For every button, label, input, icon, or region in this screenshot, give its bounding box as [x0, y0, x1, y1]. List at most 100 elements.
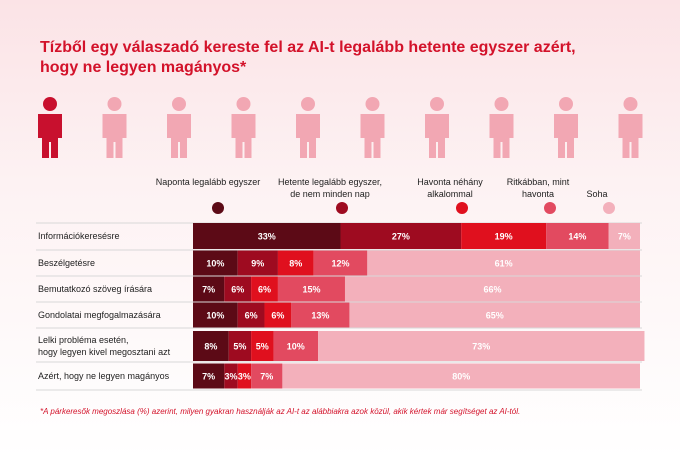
bar-segment	[251, 363, 283, 389]
legend-swatch	[336, 202, 348, 214]
value-label: 7%	[260, 371, 273, 381]
person-body	[167, 114, 191, 158]
bar-segment	[344, 276, 640, 302]
person-body	[38, 114, 62, 158]
bar-segment	[313, 250, 368, 276]
bar-segment	[291, 302, 350, 328]
legend-swatch	[456, 202, 468, 214]
bar-segment	[224, 276, 252, 302]
value-label: 9%	[251, 258, 264, 268]
category-label: Bemutatkozó szöveg írására	[38, 284, 153, 294]
category-label: Gondolatai megfogalmazására	[38, 310, 161, 320]
person-body	[489, 114, 514, 158]
value-label: 3%	[224, 371, 237, 381]
value-label: 6%	[245, 310, 258, 320]
bar-segment	[349, 302, 640, 328]
bar-segment	[237, 302, 265, 328]
bar-segment	[193, 250, 238, 276]
bar-segment	[193, 331, 229, 361]
bar-segment	[251, 276, 278, 302]
person-head	[494, 97, 509, 111]
legend-swatch	[544, 202, 556, 214]
value-label: 10%	[206, 258, 224, 268]
value-label: 27%	[392, 231, 410, 241]
person-body	[425, 114, 449, 158]
value-label: 19%	[495, 231, 513, 241]
bar-segment	[282, 363, 640, 389]
person-body	[102, 114, 127, 158]
bar-segment	[193, 302, 238, 328]
person-head	[365, 97, 380, 111]
person-body	[554, 114, 578, 158]
value-label: 6%	[258, 284, 271, 294]
category-label: Információkeresésre	[38, 231, 120, 241]
legend-swatch	[603, 202, 615, 214]
bar-segment	[608, 223, 640, 249]
chart-title: Tízből egy válaszadó kereste fel az AI-t…	[40, 39, 576, 76]
bar-segment	[193, 363, 225, 389]
value-label: 7%	[618, 231, 631, 241]
value-label: 10%	[206, 310, 224, 320]
value-label: 66%	[483, 284, 501, 294]
value-label: 6%	[271, 310, 284, 320]
bar-segment	[237, 363, 252, 389]
person-head	[43, 97, 57, 111]
person-head	[107, 97, 122, 111]
bar-segment	[224, 363, 238, 389]
value-label: 8%	[289, 258, 302, 268]
bar-segment	[277, 250, 314, 276]
bar-segment	[264, 302, 292, 328]
bar-segment	[193, 276, 225, 302]
bar-segment	[251, 331, 274, 361]
legend-label: Naponta legalább egyszer	[155, 177, 261, 187]
bar-segment	[277, 276, 345, 302]
category-label: Beszélgetésre	[38, 258, 96, 268]
value-label: 5%	[233, 341, 246, 351]
person-body	[231, 114, 256, 158]
category-label: Azért, hogy ne legyen magányos	[38, 371, 170, 381]
bar-segment	[546, 223, 609, 249]
value-label: 73%	[472, 341, 490, 351]
person-head	[236, 97, 251, 111]
value-label: 14%	[568, 231, 586, 241]
person-head	[559, 97, 573, 111]
bar-segment	[340, 223, 462, 249]
bar-segment	[237, 250, 278, 276]
person-body	[360, 114, 385, 158]
legend-label: Ritkábban, mint havonta	[506, 177, 570, 199]
value-label: 5%	[256, 341, 269, 351]
bar-segment	[273, 331, 319, 361]
value-label: 61%	[495, 258, 513, 268]
value-label: 3%	[238, 371, 251, 381]
bar-segment	[318, 331, 645, 361]
footnote: *A párkeresők megoszlása (%) azerint, mi…	[40, 407, 521, 416]
value-label: 7%	[202, 371, 215, 381]
person-head	[172, 97, 186, 111]
person-head	[623, 97, 638, 111]
legend-label: Havonta néhány alkalommal	[417, 177, 483, 199]
bar-segment	[193, 223, 341, 249]
value-label: 10%	[287, 341, 305, 351]
bar-segment	[228, 331, 252, 361]
person-head	[301, 97, 315, 111]
value-label: 65%	[486, 310, 504, 320]
legend-label: Soha	[586, 189, 608, 199]
value-label: 33%	[258, 231, 276, 241]
value-label: 8%	[204, 341, 217, 351]
person-body	[618, 114, 643, 158]
legend-label: Hetente legalább egyszer, de nem minden …	[277, 177, 383, 199]
value-label: 6%	[231, 284, 244, 294]
bar-segment	[367, 250, 640, 276]
value-label: 15%	[302, 284, 320, 294]
value-label: 13%	[311, 310, 329, 320]
value-label: 80%	[452, 371, 470, 381]
legend-swatch	[212, 202, 224, 214]
person-head	[430, 97, 444, 111]
value-label: 7%	[202, 284, 215, 294]
bar-segment	[461, 223, 547, 249]
category-label: Lelki probléma esetén, hogy legyen kivel…	[38, 335, 171, 357]
value-label: 12%	[332, 258, 350, 268]
person-body	[296, 114, 320, 158]
